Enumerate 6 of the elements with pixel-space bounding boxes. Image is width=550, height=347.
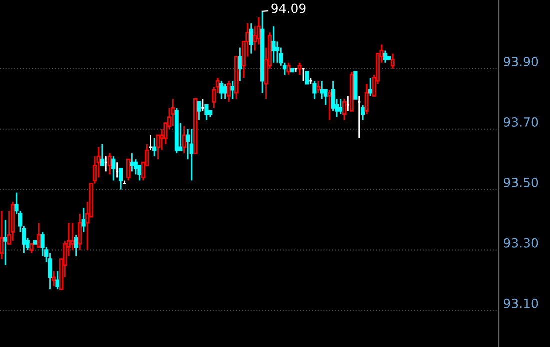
y-tick-label: 93.70	[504, 117, 538, 127]
y-tick-label: 93.10	[504, 298, 538, 308]
y-tick-label: 93.30	[504, 238, 538, 248]
y-tick-label: 93.50	[504, 178, 538, 188]
y-tick-label: 93.90	[504, 57, 538, 66]
annotation: 94.09	[272, 4, 306, 14]
